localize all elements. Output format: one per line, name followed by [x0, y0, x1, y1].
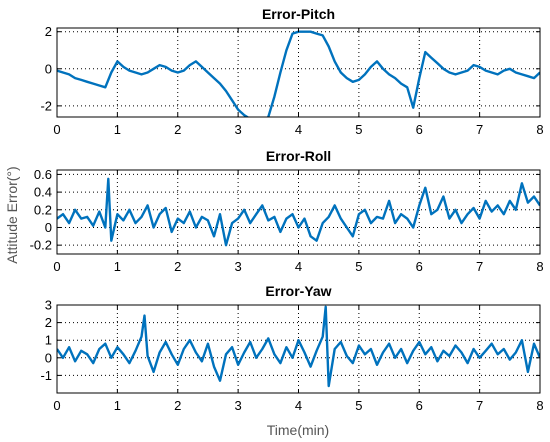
x-tick-label-roll-7: 7	[476, 259, 483, 274]
x-tick-label-pitch-4: 4	[295, 122, 302, 137]
y-axis-label: Attitude Error(°)	[4, 166, 20, 263]
x-tick-label-yaw-6: 6	[416, 398, 423, 413]
x-tick-label-pitch-5: 5	[355, 122, 362, 137]
x-axis-label: Time(min)	[267, 422, 329, 438]
y-tick-label-pitch-0: 2	[45, 24, 52, 39]
x-tick-label-roll-3: 3	[235, 259, 242, 274]
y-tick-label-yaw-2: 1	[45, 333, 52, 348]
x-tick-label-yaw-7: 7	[476, 398, 483, 413]
x-tick-label-yaw-2: 2	[174, 398, 181, 413]
series-line-roll	[57, 177, 540, 247]
x-tick-label-pitch-0: 0	[53, 122, 60, 137]
x-tick-label-pitch-2: 2	[174, 122, 181, 137]
x-tick-label-yaw-8: 8	[536, 398, 543, 413]
x-tick-label-roll-0: 0	[53, 259, 60, 274]
x-tick-label-roll-5: 5	[355, 259, 362, 274]
x-tick-label-pitch-3: 3	[235, 122, 242, 137]
y-tick-label-roll-1: 0.4	[34, 185, 52, 200]
x-tick-label-pitch-7: 7	[476, 122, 483, 137]
x-tick-label-roll-2: 2	[174, 259, 181, 274]
y-tick-label-roll-3: 0	[45, 220, 52, 235]
x-tick-label-roll-6: 6	[416, 259, 423, 274]
x-tick-label-roll-4: 4	[295, 259, 302, 274]
y-tick-label-roll-0: 0.6	[34, 167, 52, 182]
y-tick-label-roll-2: 0.2	[34, 202, 52, 217]
series-line-yaw	[57, 305, 540, 388]
y-tick-label-pitch-2: -2	[40, 98, 52, 113]
x-tick-label-yaw-3: 3	[235, 398, 242, 413]
y-tick-label-yaw-3: 0	[45, 350, 52, 365]
chart-title-roll: Error-Roll	[266, 148, 331, 164]
y-tick-label-yaw-1: 2	[45, 315, 52, 330]
y-tick-label-pitch-1: 0	[45, 61, 52, 76]
x-tick-label-pitch-8: 8	[536, 122, 543, 137]
x-tick-label-roll-8: 8	[536, 259, 543, 274]
x-tick-label-pitch-6: 6	[416, 122, 423, 137]
chart-title-yaw: Error-Yaw	[265, 283, 331, 299]
x-tick-label-roll-1: 1	[114, 259, 121, 274]
y-tick-label-roll-4: -0.2	[30, 238, 52, 253]
y-tick-label-yaw-4: -1	[40, 368, 52, 383]
x-tick-label-yaw-5: 5	[355, 398, 362, 413]
x-tick-label-yaw-1: 1	[114, 398, 121, 413]
x-tick-label-yaw-0: 0	[53, 398, 60, 413]
y-tick-label-yaw-0: 3	[45, 298, 52, 313]
x-tick-label-yaw-4: 4	[295, 398, 302, 413]
chart-title-pitch: Error-Pitch	[262, 6, 335, 22]
x-tick-label-pitch-1: 1	[114, 122, 121, 137]
